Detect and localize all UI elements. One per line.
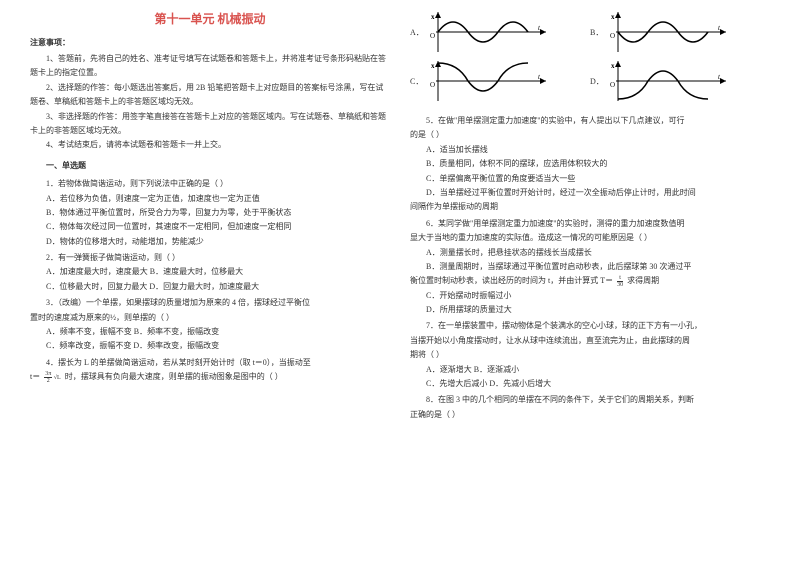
wave-label-a: A． xyxy=(410,27,424,38)
q2: 2．有一弹簧振子做简谐运动，则（ ） xyxy=(30,251,390,265)
svg-text:x: x xyxy=(431,62,435,70)
q7-line1: 7．在一单摆装置中，摆动物体是个装满水的空心小球，球的正下方有一小孔， xyxy=(410,319,770,333)
q1: 1．若物体做简谐运动，则下列说法中正确的是（ ） xyxy=(30,177,390,191)
wave-cell-c: C． O t x xyxy=(410,59,590,104)
q6-line1: 6．某同学做"用单摆测定重力加速度"的实验时，测得的重力加速度数值明 xyxy=(410,217,770,231)
notice-2: 2、选择题的作答：每小题选出答案后，用 2B 铅笔把答题卡上对应题目的答案标号涂… xyxy=(30,81,390,110)
wave-images-row: A． O t x B． xyxy=(410,10,770,108)
q3-line1: 3．（改编）一个单摆，如果摆球的质量增加为原来的 4 倍，摆球经过平衡位 xyxy=(30,296,390,310)
wave-cell-a: A． O t x xyxy=(410,10,590,55)
wave-graph-a: O t x xyxy=(428,10,548,55)
q5-opt-d-2: 间隔作为单摆振动的周期 xyxy=(410,200,770,214)
q3-opt-cd: C．频率改变，振幅不变 D．频率改变，振幅改变 xyxy=(30,339,390,353)
q6b-frac-top: t xyxy=(617,275,623,282)
q6b-suffix: 求得周期 xyxy=(627,276,659,285)
svg-text:x: x xyxy=(611,13,615,21)
wave-cell-d: D． O t x xyxy=(590,59,770,104)
wave-graph-d: O t x xyxy=(608,59,728,104)
svg-text:x: x xyxy=(611,62,615,70)
q5-line2: 的是（ ） xyxy=(410,128,770,142)
q6-opt-d: D．所用摆球的质量过大 xyxy=(410,303,770,317)
q5-opt-d-1: D．当单摆经过平衡位置时开始计时，经过一次全振动后停止计时，用此时间 xyxy=(410,186,770,200)
q4-formula: 3π 2 √L xyxy=(44,371,61,384)
q5-opt-b: B．质量相同，体积不同的摆球，应选用体积较大的 xyxy=(410,157,770,171)
svg-text:x: x xyxy=(431,13,435,21)
q7-opt-ab: A．逐渐增大 B．逐渐减小 xyxy=(410,363,770,377)
q6-opt-a: A．测量摆长时，把悬挂状态的摆线长当成摆长 xyxy=(410,246,770,260)
notice-4: 4、考试结束后，请将本试题卷和答题卡一并上交。 xyxy=(30,138,390,152)
q8-line2: 正确的是（ ） xyxy=(410,408,770,422)
wave-graph-c: O t x xyxy=(428,59,548,104)
notice-heading: 注意事项： xyxy=(30,37,390,48)
q4-line1: 4．摆长为 L 的单摆做简谐运动，若从某时刻开始计时（取 t＝0），当振动至 xyxy=(30,356,390,370)
q5-opt-c: C．单摆偏离平衡位置的角度要适当大一些 xyxy=(410,172,770,186)
q1-opt-a: A．若位移为负值，则速度一定为正值，加速度也一定为正值 xyxy=(30,192,390,206)
q5-line1: 5．在做"用单摆测定重力加速度"的实验中，有人提出以下几点建议，可行 xyxy=(410,114,770,128)
wave-label-c: C． xyxy=(410,76,424,87)
q4-sqrt: √L xyxy=(54,375,61,381)
q7-opt-cd: C．先增大后减小 D．先减小后增大 xyxy=(410,377,770,391)
q4-prefix: t＝ xyxy=(30,372,40,381)
wave-graph-b: O t x xyxy=(608,10,728,55)
q8-line1: 8．在图 3 中的几个相同的单摆在不同的条件下，关于它们的周期关系，判断 xyxy=(410,393,770,407)
q6-line2: 显大于当地的重力加速度的实际值。造成这一情况的可能原因是（ ） xyxy=(410,231,770,245)
q1-opt-b: B．物体通过平衡位置时，所受合力为零，回复力为零，处于平衡状态 xyxy=(30,206,390,220)
wave-label-d: D． xyxy=(590,76,604,87)
notice-1: 1、答题前，先将自己的姓名、准考证号填写在试题卷和答题卡上，并将准考证号条形码粘… xyxy=(30,52,390,81)
q6-opt-c: C．开始摆动时振幅过小 xyxy=(410,289,770,303)
q4-line2: t＝ 3π 2 √L 时，摆球具有负向最大速度，则单摆的振动图象是图中的（ ） xyxy=(30,370,390,384)
q7-line3: 期将（ ） xyxy=(410,348,770,362)
wave-label-b: B． xyxy=(590,27,604,38)
q3-opt-ab: A．频率不变，振幅不变 B．频率不变，振幅改变 xyxy=(30,325,390,339)
right-column: A． O t x B． xyxy=(400,10,780,555)
left-column: 第十一单元 机械振动 注意事项： 1、答题前，先将自己的姓名、准考证号填写在试题… xyxy=(20,10,400,555)
q1-opt-c: C．物体每次经过同一位置时，其速度不一定相同，但加速度一定相同 xyxy=(30,220,390,234)
q6-opt-b-1: B．测量周期时，当摆球通过平衡位置时启动秒表，此后摆球第 30 次通过平 xyxy=(410,260,770,274)
q5-opt-a: A．适当加长摆线 xyxy=(410,143,770,157)
q6-opt-b-2: 衡位置时制动秒表，读出经历的时间为 t，并由计算式 T＝ t 30 求得周期 xyxy=(410,274,770,288)
q1-opt-d: D．物体的位移增大时，动能增加，势能减少 xyxy=(30,235,390,249)
svg-text:O: O xyxy=(430,81,435,89)
unit-title: 第十一单元 机械振动 xyxy=(30,10,390,27)
q4-frac-bot: 2 xyxy=(44,378,52,384)
svg-text:O: O xyxy=(430,32,435,40)
q2-opt-cd: C．位移最大时，回复力最大 D．回复力最大时，加速度最大 xyxy=(30,280,390,294)
svg-text:O: O xyxy=(610,32,615,40)
q4-suffix: 时，摆球具有负向最大速度，则单摆的振动图象是图中的（ ） xyxy=(65,372,283,381)
q7-line2: 当摆开始以小角度摆动时，让水从球中连续流出，直至流完为止，由此摆球的周 xyxy=(410,334,770,348)
q6b-frac-bot: 30 xyxy=(617,282,623,288)
q6b-prefix: 衡位置时制动秒表，读出经历的时间为 t，并由计算式 T＝ xyxy=(410,276,613,285)
q6b-formula: t 30 xyxy=(617,275,623,288)
wave-cell-b: B． O t x xyxy=(590,10,770,55)
q4-frac-top: 3π xyxy=(44,371,52,378)
q3-line2: 置时的速度减为原来的½，则单摆的（ ） xyxy=(30,311,390,325)
section-1-heading: 一、单选题 xyxy=(30,159,390,173)
svg-text:O: O xyxy=(610,81,615,89)
q2-opt-ab: A．加速度最大时，速度最大 B．速度最大时，位移最大 xyxy=(30,265,390,279)
notice-3: 3、非选择题的作答：用签字笔直接答在答题卡上对应的答题区域内。写在试题卷、草稿纸… xyxy=(30,110,390,139)
